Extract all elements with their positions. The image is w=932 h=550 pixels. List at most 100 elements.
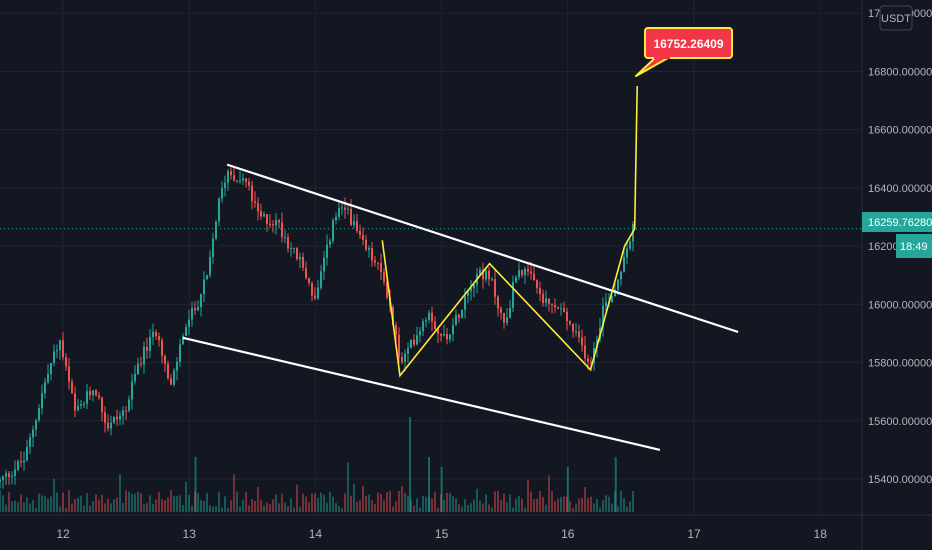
volume-bar [176, 495, 178, 512]
volume-bar [449, 492, 451, 512]
volume-bar [23, 502, 25, 512]
volume-bar [80, 495, 82, 512]
candle-body [26, 446, 28, 461]
time-axis[interactable]: 12 13 14 15 16 17 18 [56, 527, 827, 541]
candle-body [245, 178, 247, 182]
currency-button[interactable]: USDT [879, 5, 913, 31]
volume-bar [206, 492, 208, 512]
volume-bar [50, 496, 52, 512]
volume-bar [56, 492, 58, 512]
volume-bars [0, 417, 634, 512]
candle-body [47, 373, 49, 383]
candle-body [200, 294, 202, 308]
candle-body [374, 260, 376, 263]
candle-body [35, 420, 37, 430]
volume-spike [440, 467, 443, 512]
volume-bar [236, 491, 238, 512]
candle-body [89, 391, 91, 396]
candle-body [395, 324, 397, 335]
candle-body [239, 180, 241, 182]
candle-body [335, 216, 337, 221]
candle-body [227, 171, 229, 183]
volume-bar [101, 494, 103, 512]
candle-body [584, 345, 586, 359]
volume-bar [233, 474, 235, 512]
volume-bar [128, 491, 130, 512]
candle-body [251, 185, 253, 202]
volume-bar [599, 507, 601, 512]
candle-body [620, 271, 622, 280]
volume-bar [377, 492, 379, 512]
candle-body [347, 208, 349, 210]
candle-body [59, 340, 61, 351]
candle-body [242, 178, 244, 181]
candle-body [284, 237, 286, 239]
y-tick-label: 16000.00000 [868, 299, 932, 311]
volume-bar [254, 501, 256, 512]
candle-body [293, 247, 295, 249]
volume-bar [212, 506, 214, 512]
trendline-upper-resistance[interactable] [226, 163, 739, 334]
volume-bar [323, 494, 325, 512]
volume-bar [362, 485, 364, 512]
candle-body [14, 469, 16, 476]
candle-body [539, 287, 541, 295]
volume-bar [581, 498, 583, 512]
volume-bar [221, 507, 223, 512]
volume-bar [215, 506, 217, 512]
volume-bar [320, 492, 322, 512]
drawings[interactable] [182, 86, 739, 451]
volume-bar [1, 495, 4, 512]
volume-bar [494, 491, 496, 512]
candle-body [380, 262, 382, 273]
volume-bar [413, 505, 415, 512]
volume-spike [194, 457, 197, 512]
volume-bar [308, 502, 310, 512]
volume-bar [26, 497, 28, 512]
volume-bar [11, 501, 13, 512]
candle-body [332, 220, 334, 241]
trendline-lower-support[interactable] [182, 336, 661, 451]
zigzag-pattern[interactable] [381, 86, 639, 378]
y-tick-label: 15600.00000 [868, 416, 932, 428]
candle-body [230, 171, 232, 176]
candle-body [86, 391, 88, 404]
volume-bar [437, 507, 439, 512]
candle-body [149, 337, 151, 351]
candle-body [77, 405, 79, 411]
volume-bar [134, 493, 136, 512]
candle-body [158, 336, 160, 341]
target-label-box[interactable] [644, 27, 733, 59]
candle-body [365, 239, 367, 250]
candle-body [407, 348, 409, 354]
volume-bar [572, 507, 574, 512]
candle-body [323, 257, 325, 272]
volume-bar [149, 495, 151, 512]
volume-bar [443, 499, 445, 512]
volume-bar [275, 494, 277, 512]
candle-body [281, 222, 283, 238]
volume-bar [116, 497, 118, 512]
candle-body [113, 416, 115, 423]
volume-bar [257, 486, 259, 512]
candle-body [329, 240, 331, 245]
volume-bar [272, 499, 274, 512]
volume-bar [65, 507, 67, 512]
candle-body [11, 475, 13, 478]
volume-bar [623, 498, 625, 512]
candle-body [170, 378, 172, 385]
volume-bar [473, 499, 475, 512]
y-tick-label: 15400.00000 [868, 474, 932, 486]
target-label-group[interactable]: 16752.26409 [635, 27, 733, 77]
candle-body [164, 355, 166, 365]
candle-body [398, 334, 400, 357]
volume-bar [404, 492, 406, 512]
candle-body [506, 317, 508, 323]
volume-bar [512, 507, 514, 512]
volume-bar [359, 500, 361, 512]
candle-body [209, 256, 211, 276]
volume-bar [356, 501, 358, 512]
volume-bar [593, 503, 595, 512]
volume-bar [239, 506, 241, 512]
